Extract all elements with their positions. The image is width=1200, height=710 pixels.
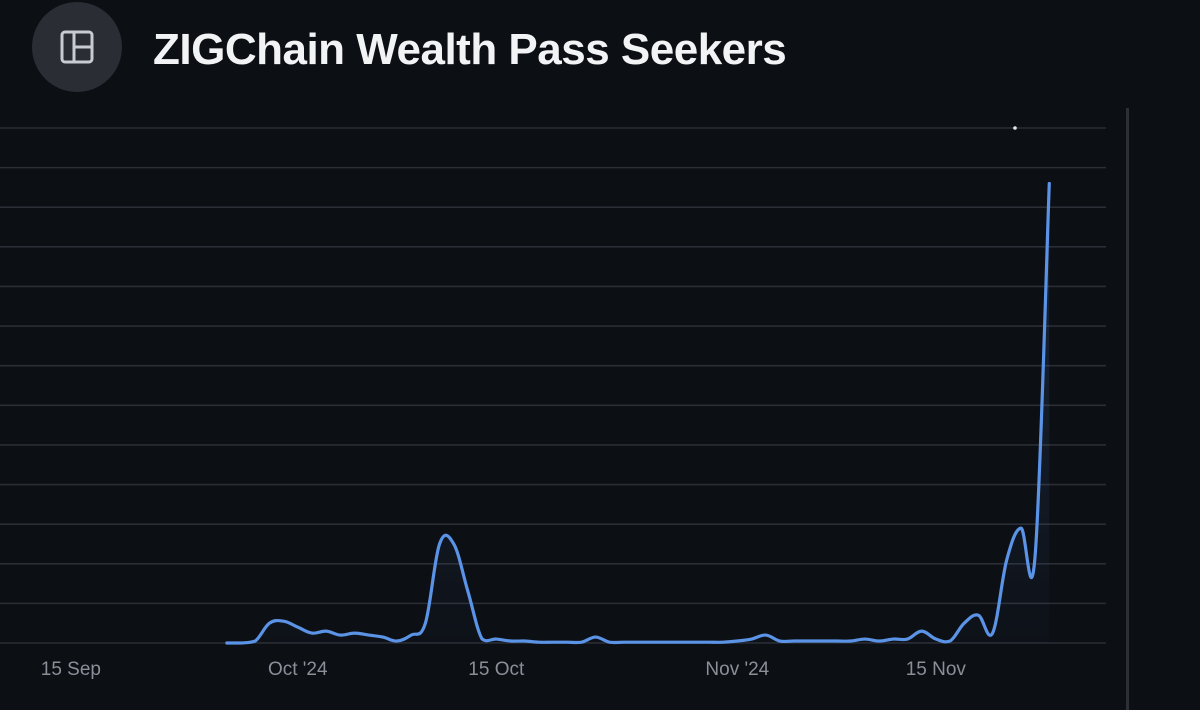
x-tick-label: 15 Nov [906, 659, 967, 680]
layout-panel-glyph [60, 30, 94, 64]
layout-panel-icon[interactable] [32, 2, 122, 92]
x-tick-label: 15 Sep [41, 659, 101, 680]
series-area [226, 183, 1050, 643]
x-tick-label: 15 Oct [468, 659, 525, 680]
series-line [225, 181, 1051, 645]
panel-divider [1126, 108, 1129, 710]
grid-lines [0, 127, 1106, 644]
page-title: ZIGChain Wealth Pass Seekers [153, 25, 787, 74]
chart-dot-marker [1013, 126, 1017, 130]
x-axis-ticks: 15 Sep Oct '24 15 Oct Nov '24 15 Nov [41, 659, 967, 680]
x-tick-label: Nov '24 [705, 659, 769, 680]
x-tick-label: Oct '24 [268, 659, 328, 680]
